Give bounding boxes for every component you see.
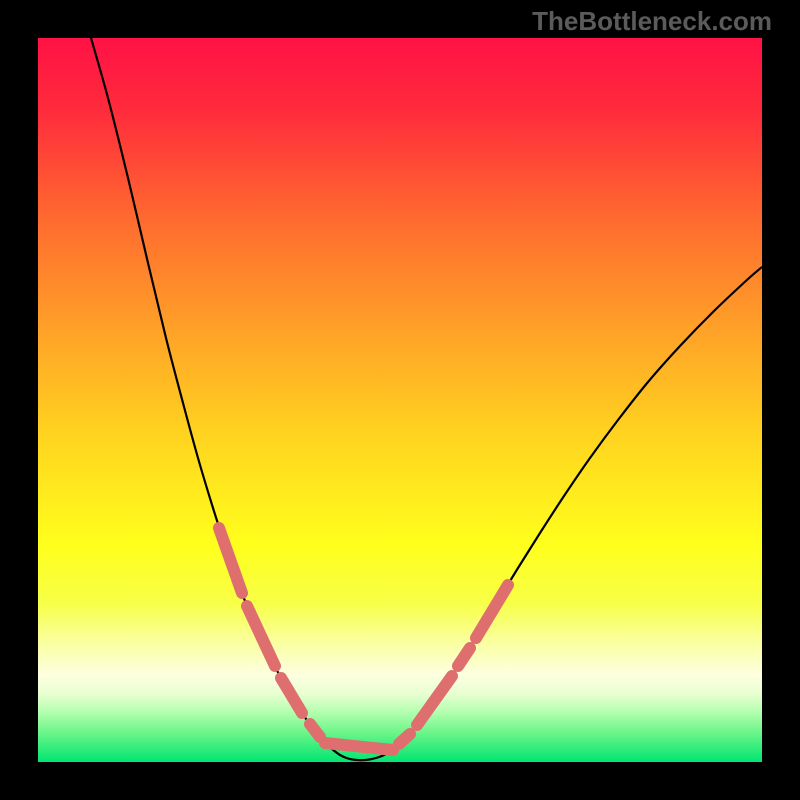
bottleneck-curve [91, 38, 762, 760]
highlight-segment [325, 743, 393, 750]
highlight-segment [399, 734, 410, 744]
highlight-segment [458, 648, 470, 666]
highlight-segment [476, 585, 508, 638]
watermark-text: TheBottleneck.com [532, 6, 772, 37]
plot-area [38, 38, 762, 762]
chart-svg [38, 38, 762, 762]
highlight-segment [417, 676, 452, 725]
highlight-segment [247, 606, 275, 666]
highlight-segment [219, 528, 242, 593]
highlight-segment [281, 678, 302, 713]
highlight-segment [310, 724, 320, 737]
